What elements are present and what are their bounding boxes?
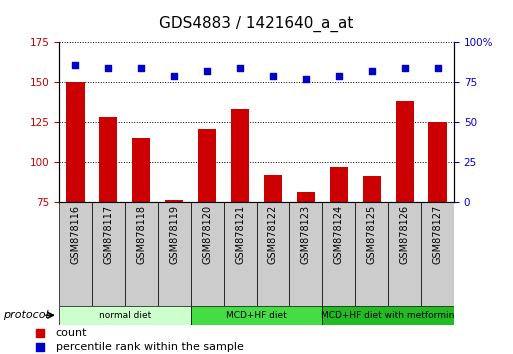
Text: GDS4883 / 1421640_a_at: GDS4883 / 1421640_a_at xyxy=(160,16,353,32)
Point xyxy=(71,62,80,68)
Bar xyxy=(125,202,158,306)
Point xyxy=(269,73,277,79)
Bar xyxy=(355,202,388,306)
Bar xyxy=(363,176,381,202)
Bar xyxy=(322,202,355,306)
Point xyxy=(334,73,343,79)
Text: GSM878127: GSM878127 xyxy=(432,205,443,264)
Text: MCD+HF diet with metformin: MCD+HF diet with metformin xyxy=(322,311,455,320)
Bar xyxy=(256,202,289,306)
Text: GSM878125: GSM878125 xyxy=(367,205,377,264)
Text: GSM878116: GSM878116 xyxy=(70,205,81,264)
Point xyxy=(104,65,112,71)
Bar xyxy=(165,200,183,202)
Text: GSM878124: GSM878124 xyxy=(334,205,344,264)
Text: percentile rank within the sample: percentile rank within the sample xyxy=(55,342,244,353)
Text: MCD+HF diet: MCD+HF diet xyxy=(226,311,287,320)
Text: count: count xyxy=(55,328,87,338)
Bar xyxy=(388,202,421,306)
Point xyxy=(236,65,244,71)
Text: GSM878123: GSM878123 xyxy=(301,205,311,264)
Bar xyxy=(92,202,125,306)
Text: normal diet: normal diet xyxy=(98,311,151,320)
Point xyxy=(35,330,44,336)
Bar xyxy=(421,202,454,306)
Text: GSM878120: GSM878120 xyxy=(202,205,212,264)
Text: GSM878118: GSM878118 xyxy=(136,205,146,264)
Point xyxy=(368,68,376,74)
Bar xyxy=(297,192,315,202)
Bar xyxy=(191,202,224,306)
Bar xyxy=(59,202,92,306)
Point xyxy=(170,73,179,79)
Bar xyxy=(264,175,282,202)
Text: GSM878119: GSM878119 xyxy=(169,205,179,264)
Text: protocol: protocol xyxy=(3,310,48,320)
Bar xyxy=(396,101,413,202)
Bar xyxy=(322,306,454,325)
Bar xyxy=(132,138,150,202)
Bar xyxy=(289,202,322,306)
Bar xyxy=(66,82,85,202)
Bar xyxy=(224,202,256,306)
Text: GSM878126: GSM878126 xyxy=(400,205,409,264)
Point xyxy=(137,65,145,71)
Bar xyxy=(158,202,191,306)
Bar xyxy=(198,129,216,202)
Text: GSM878117: GSM878117 xyxy=(104,205,113,264)
Text: GSM878121: GSM878121 xyxy=(235,205,245,264)
Bar xyxy=(330,167,348,202)
Point xyxy=(302,76,310,82)
Bar xyxy=(428,122,447,202)
Point xyxy=(203,68,211,74)
Bar xyxy=(100,118,117,202)
Point xyxy=(35,345,44,350)
Text: GSM878122: GSM878122 xyxy=(268,205,278,264)
Bar xyxy=(231,109,249,202)
Point xyxy=(401,65,409,71)
Bar xyxy=(59,306,191,325)
Bar xyxy=(191,306,322,325)
Point xyxy=(433,65,442,71)
